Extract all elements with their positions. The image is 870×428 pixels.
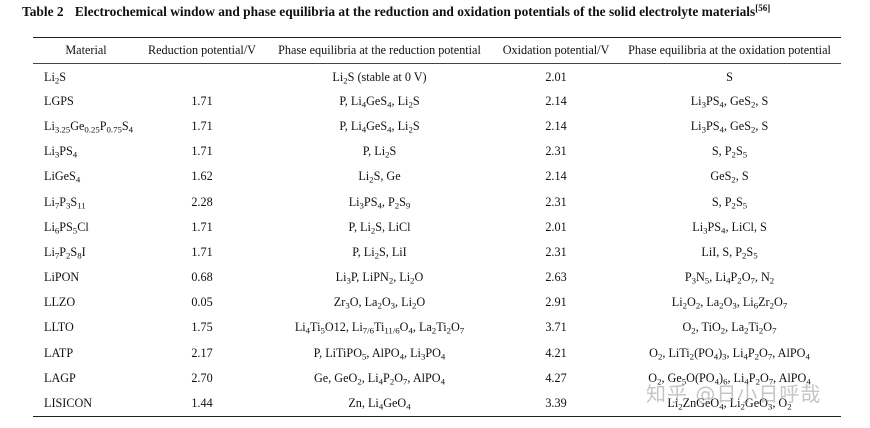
cell-oxidation-potential: 2.01	[545, 70, 567, 85]
cell-reduction-potential: 2.70	[191, 370, 213, 385]
caption-reference: [56]	[755, 3, 771, 13]
table-row: LGPS 1.71 P, Li4GeS4, Li2S 2.14 Li3PS4, GeS2…	[33, 89, 841, 114]
table-row: LiPON 0.68 Li3P, LiPN2, Li2O 2.63 P3N5, Li4P…	[33, 265, 841, 290]
cell-material: LISICON	[33, 390, 139, 417]
table-row: LiGeS4 1.62 Li2S, Ge 2.14 GeS2, S	[33, 164, 841, 189]
header-material: Material	[33, 37, 139, 64]
cell-material: Li3.25Ge0.25P0.75S4	[44, 118, 134, 135]
cell-reduction-potential: 1.71	[191, 93, 213, 108]
cell-reduction-potential: 0.05	[191, 295, 213, 310]
cell-oxidation-potential: 2.01	[545, 219, 567, 234]
cell-reduction-potential: 1.71	[191, 219, 213, 234]
cell-oxidation-potential: 2.31	[545, 194, 567, 209]
cell-reduction-phase: Li3P, LiPN2, Li2O	[335, 270, 424, 286]
cell-reduction-potential: 1.71	[191, 244, 213, 259]
header-row: Material Reduction potential/V Phase equ…	[33, 37, 841, 64]
cell-reduction-phase: Zn, Li4GeO4	[265, 390, 494, 417]
table-row: Li3.25Ge0.25P0.75S4 1.71 P, Li4GeS4, Li2S 2…	[33, 114, 841, 139]
cell-oxidation-phase: S	[726, 70, 733, 85]
cell-reduction-potential: 2.28	[191, 194, 213, 209]
cell-material: Li2S	[44, 70, 67, 86]
cell-oxidation-phase: S, P2S5	[711, 144, 748, 160]
cell-oxidation-phase: Li3PS4, LiCl, S	[692, 219, 767, 236]
cell-reduction-potential: 1.62	[191, 169, 213, 184]
table-row: LATP 2.17 P, LiTiPO5, AlPO4, Li3PO4 4.21 O2,…	[33, 341, 841, 366]
table-row: LLTO 1.75 Li4Ti5O12, Li7/6Ti11/6O4, La2Ti2…	[33, 315, 841, 340]
data-table: Material Reduction potential/V Phase equ…	[33, 37, 841, 417]
cell-oxidation-phase: S, P2S5	[711, 194, 748, 210]
cell-reduction-phase: P, Li4GeS4, Li2S	[339, 93, 420, 110]
cell-material: LLTO	[44, 320, 74, 335]
cell-reduction-potential: 1.75	[191, 320, 213, 335]
cell-material: LiPON	[44, 270, 80, 285]
watermark: 知乎 @日小日呼哉	[646, 382, 822, 406]
cell-reduction-phase: Li4Ti5O12, Li7/6Ti11/6O4, La2Ti2O7	[294, 320, 465, 336]
cell-oxidation-phase: O2, TiO2, La2Ti2O7	[682, 320, 777, 336]
cell-reduction-phase: P, Li2S, LiI	[352, 244, 407, 261]
table-row: LISICON 1.44 Zn, Li4GeO4 3.39 Li2ZnGeO4, Li2…	[33, 390, 841, 417]
cell-oxidation-phase: P3N5, Li4P2O7, N2	[684, 270, 775, 286]
cell-material: Li7P3S11	[44, 194, 86, 210]
table-row: Li7P2S8I 1.71 P, Li2S, LiI 2.31 LiI, S, P2S5	[33, 240, 841, 265]
cell-reduction-phase: Zr3O, La2O3, Li2O	[333, 295, 426, 311]
cell-oxidation-phase: LiI, S, P2S5	[701, 244, 758, 261]
cell-oxidation-phase: O2, LiTi2(PO4)3, Li4P2O7, AlPO4	[649, 345, 810, 362]
caption-label: Table 2	[22, 4, 64, 19]
cell-oxidation-potential: 2.31	[545, 244, 567, 259]
cell-reduction-potential: 2.17	[191, 345, 213, 360]
table-caption: Table 2 Electrochemical window and phase…	[22, 0, 852, 20]
cell-material: Li6PS5Cl	[44, 219, 89, 236]
header-oxidation-potential: Oxidation potential/V	[494, 37, 618, 64]
table-row: LAGP 2.70 Ge, GeO2, Li4P2O7, AlPO4 4.27 O2, …	[33, 366, 841, 391]
table-row: Li7P3S11 2.28 Li3PS4, P2S9 2.31 S, P2S5	[33, 189, 841, 214]
cell-reduction-phase: Li2S (stable at 0 V)	[332, 70, 427, 86]
cell-material: LLZO	[44, 295, 76, 310]
cell-reduction-phase: Li3PS4, P2S9	[348, 194, 411, 210]
cell-reduction-phase: Li2S, Ge	[358, 169, 401, 185]
cell-material: LGPS	[44, 93, 74, 108]
table-header: Material Reduction potential/V Phase equ…	[33, 37, 841, 64]
cell-reduction-phase: P, LiTiPO5, AlPO4, Li3PO4	[313, 345, 446, 362]
cell-oxidation-phase: GeS2, S	[710, 169, 749, 185]
cell-oxidation-potential: 2.31	[545, 144, 567, 159]
header-oxidation-phase: Phase equilibria at the oxidation potent…	[618, 37, 841, 64]
header-reduction-phase: Phase equilibria at the reduction potent…	[265, 37, 494, 64]
cell-oxidation-potential: 2.14	[545, 169, 567, 184]
cell-oxidation-potential: 4.27	[545, 370, 567, 385]
cell-oxidation-potential: 4.21	[545, 345, 567, 360]
cell-oxidation-potential: 3.39	[494, 390, 618, 417]
cell-material: LiGeS4	[44, 169, 81, 185]
header-reduction-potential: Reduction potential/V	[139, 37, 265, 64]
table-row: Li3PS4 1.71 P, Li2S 2.31 S, P2S5	[33, 139, 841, 164]
cell-oxidation-potential: 2.14	[545, 93, 567, 108]
cell-reduction-phase: P, Li4GeS4, Li2S	[339, 118, 420, 135]
cell-reduction-potential: 1.71	[191, 144, 213, 159]
cell-oxidation-phase: Li3PS4, GeS2, S	[690, 93, 769, 110]
cell-reduction-potential: 1.44	[139, 390, 265, 417]
cell-oxidation-potential: 3.71	[545, 320, 567, 335]
cell-oxidation-phase: Li2ZnGeO4, Li2GeO3, O2	[618, 390, 841, 417]
table-row: Li6PS5Cl 1.71 P, Li2S, LiCl 2.01 Li3PS4, LiC…	[33, 215, 841, 240]
cell-material: LATP	[44, 345, 74, 360]
table-body: Li2S Li2S (stable at 0 V) 2.01 S LGPS 1.71 P, …	[33, 64, 841, 417]
caption-text: Electrochemical window and phase equilib…	[74, 4, 756, 19]
cell-oxidation-phase: Li2O2, La2O3, Li6Zr2O7	[671, 295, 788, 311]
cell-material: Li7P2S8I	[44, 244, 86, 261]
cell-reduction-phase: P, Li2S, LiCl	[348, 219, 411, 236]
cell-reduction-potential: 0.68	[191, 270, 213, 285]
cell-material: LAGP	[44, 370, 76, 385]
cell-oxidation-potential: 2.14	[545, 118, 567, 133]
cell-oxidation-potential: 2.63	[545, 270, 567, 285]
cell-reduction-potential	[139, 64, 265, 89]
cell-oxidation-phase: Li3PS4, GeS2, S	[690, 118, 769, 135]
cell-reduction-phase: P, Li2S	[362, 144, 397, 160]
table-row: LLZO 0.05 Zr3O, La2O3, Li2O 2.91 Li2O2, La2O…	[33, 290, 841, 315]
cell-reduction-potential: 1.71	[191, 118, 213, 133]
cell-reduction-phase: Ge, GeO2, Li4P2O7, AlPO4	[313, 370, 445, 387]
cell-oxidation-phase: O2, Ge5O(PO4)6, Li4P2O7, AlPO4	[648, 370, 811, 387]
table-row: Li2S Li2S (stable at 0 V) 2.01 S	[33, 64, 841, 89]
cell-oxidation-potential: 2.91	[545, 295, 567, 310]
cell-material: Li3PS4	[44, 144, 78, 160]
